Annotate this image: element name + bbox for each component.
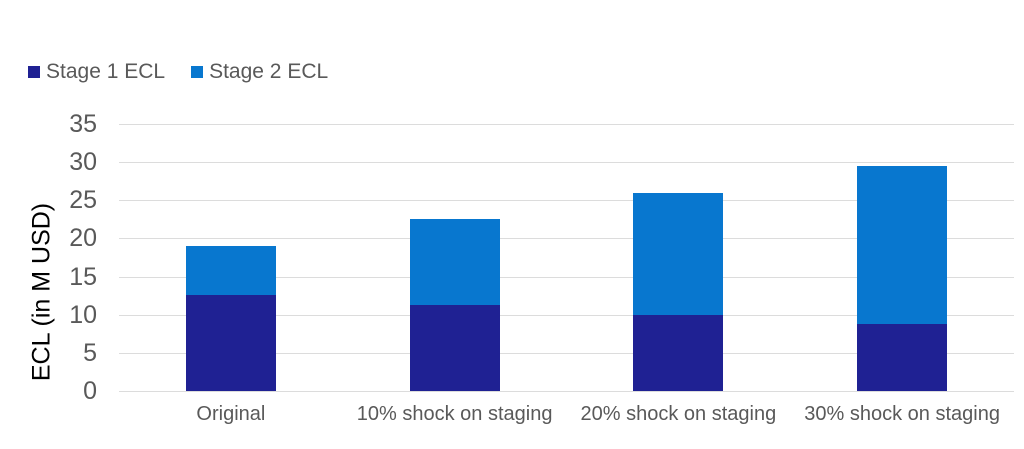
- gridline-y-35: [119, 124, 1014, 125]
- gridline-y-10: [119, 314, 1014, 316]
- bar-original: [185, 246, 276, 391]
- bar-10-shock-on-staging-segment-stage-2-ecl: [409, 219, 500, 305]
- legend-item-stage-1-ecl: Stage 1 ECL: [28, 60, 165, 84]
- gridline-y-15: [119, 276, 1014, 278]
- bar-20-shock-on-staging-segment-stage-2-ecl: [633, 192, 724, 315]
- stage-1-legend-swatch-icon: [28, 66, 40, 78]
- y-tick-label-5: 5: [83, 338, 97, 367]
- bar-10-shock-on-staging-segment-stage-1-ecl: [409, 304, 500, 391]
- plot-area: [119, 124, 1014, 392]
- bar-20-shock-on-staging: [633, 192, 724, 391]
- x-label-original: Original: [196, 403, 266, 425]
- x-label-20-shock-on-staging: 20% shock on staging: [580, 403, 777, 425]
- gridline-y-30: [119, 162, 1014, 164]
- bar-20-shock-on-staging-segment-stage-1-ecl: [633, 314, 724, 391]
- y-tick-label-35: 35: [69, 110, 97, 138]
- bar-original-segment-stage-2-ecl: [185, 246, 276, 295]
- y-tick-label-20: 20: [69, 224, 97, 253]
- gridline-y-0: [119, 391, 1014, 392]
- stage-2-legend-swatch-icon: [191, 66, 204, 78]
- y-tick-label-10: 10: [69, 300, 97, 329]
- bar-30-shock-on-staging-segment-stage-2-ecl: [857, 165, 948, 324]
- bar-10-shock-on-staging: [409, 219, 500, 391]
- y-tick-label-15: 15: [69, 262, 97, 291]
- legend-label-stage-2: Stage 2 ECL: [209, 60, 329, 83]
- chart-legend: Stage 1 ECL Stage 2 ECL: [28, 60, 328, 84]
- gridline-y-5: [119, 352, 1014, 354]
- y-tick-label-30: 30: [69, 148, 97, 177]
- y-tick-label-25: 25: [69, 186, 97, 215]
- y-tick-label-0: 0: [83, 377, 97, 405]
- bar-30-shock-on-staging: [857, 165, 948, 391]
- bar-30-shock-on-staging-segment-stage-1-ecl: [857, 323, 948, 391]
- bar-original-segment-stage-1-ecl: [185, 294, 276, 391]
- gridline-y-20: [119, 238, 1014, 240]
- legend-item-stage-2-ecl: Stage 2 ECL: [191, 60, 328, 84]
- legend-label-stage-1: Stage 1 ECL: [46, 60, 166, 83]
- x-label-10-shock-on-staging: 10% shock on staging: [356, 403, 553, 425]
- gridline-y-25: [119, 200, 1014, 202]
- x-label-30-shock-on-staging: 30% shock on staging: [804, 403, 1000, 425]
